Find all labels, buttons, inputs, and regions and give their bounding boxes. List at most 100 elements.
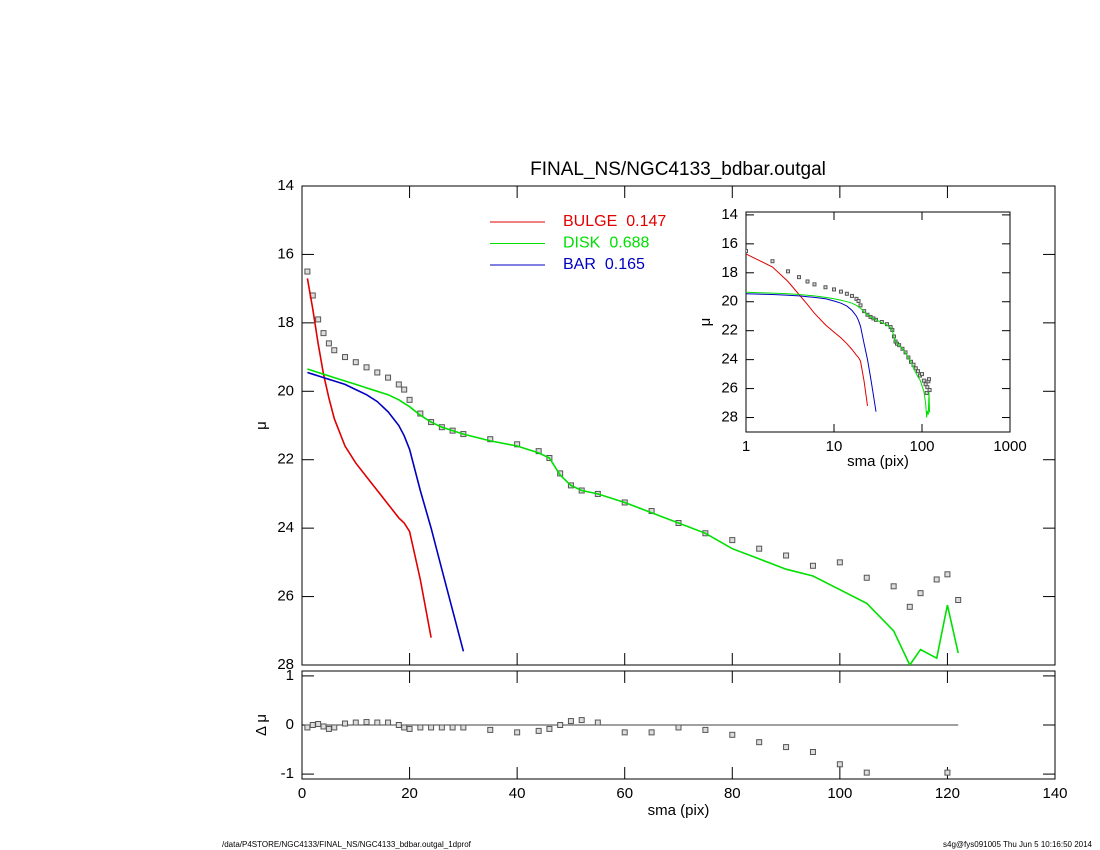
data-point [890,583,897,590]
x-tick-label: 1 [742,438,750,455]
residual-point [756,739,763,746]
data-point [836,559,843,566]
residual-point [621,729,628,736]
residual-point [514,729,521,736]
y-tick-label: 24 [721,351,738,368]
data-point [906,603,913,610]
legend-label: DISK 0.688 [563,235,649,252]
y-tick-label: 20 [721,293,738,310]
x-tick-label: 80 [724,785,741,802]
x-tick-label: 60 [616,785,633,802]
data-point [933,576,940,583]
model-line [306,278,432,638]
y-tick-label: 16 [721,235,738,252]
residual-point [578,717,585,724]
data-point [838,289,843,294]
model-line [307,368,959,665]
model-line [746,291,931,418]
data-point [395,381,402,388]
legend-fraction: 0.165 [605,256,645,273]
x-axis-label: sma (pix) [847,453,909,470]
footer-path: /data/P4STORE/NGC4133/FINAL_NS/NGC4133_b… [222,840,472,849]
plot-frame [745,211,1011,433]
residual-point [309,722,316,728]
residual-point [535,727,542,734]
residual-point [352,719,359,726]
legend-label: BAR 0.165 [563,256,645,273]
data-point [913,366,918,371]
y-tick-label: 24 [277,519,294,536]
x-tick-label: 1000 [993,438,1026,455]
residual-point [648,729,655,736]
residual-point [374,719,381,726]
x-tick-label: 120 [935,785,960,802]
data-point [331,347,338,354]
residual-point [438,724,445,731]
residual-point [594,719,601,726]
data-point [325,340,332,347]
legend-fraction: 0.688 [609,235,649,252]
residual-point [557,722,564,728]
model-line [746,253,868,406]
residual-point [401,724,408,731]
residual-point [702,726,709,733]
data-point [770,259,775,264]
data-point [849,293,854,298]
chart-title: FINAL_NS/NGC4133_bdbar.outgal [530,159,826,180]
x-tick-label: 0 [298,785,306,802]
legend-name: DISK [563,235,601,252]
plot-frame [301,185,1056,666]
data-point [854,296,859,301]
x-tick-label: 100 [909,438,934,455]
data-point [746,249,748,254]
residual-point [487,726,494,733]
residual-point [417,724,424,731]
y-tick-label: 18 [277,314,294,331]
model-line [307,371,465,652]
y-tick-label: 28 [721,408,738,425]
data-point [304,268,311,275]
legend-name: BULGE [563,213,617,230]
data-point [844,291,849,296]
y-tick-label: 26 [721,380,738,397]
residual-point [395,722,402,728]
data-point [315,316,322,323]
x-tick-label: 40 [509,785,526,802]
y-tick-label: 20 [277,382,294,399]
data-point [783,552,790,559]
model-line [746,293,877,412]
y-axis-label: μ [697,318,714,327]
residual-point [385,719,392,726]
data-point [756,545,763,552]
data-point [406,396,413,403]
data-point [729,537,736,544]
data-point [796,275,801,280]
data-point [320,330,327,337]
data-point [927,388,932,393]
data-point [374,369,381,376]
residual-point [460,724,467,731]
data-point [385,374,392,381]
legend-fraction: 0.147 [626,213,666,230]
residual-point [729,731,736,738]
legend-label: BULGE 0.147 [563,213,666,230]
data-point [363,364,370,371]
data-point [863,574,870,581]
data-point [858,303,863,308]
residual-point [783,744,790,751]
data-point [955,596,962,603]
residual-point [546,725,553,732]
y-tick-label: 1 [286,667,294,684]
y-tick-label: 0 [286,716,294,733]
y-tick-label: 18 [721,264,738,281]
residual-point [428,724,435,731]
y-tick-label: -1 [281,765,294,782]
data-point [926,377,931,382]
residual-point [944,769,951,776]
residual-point [406,725,413,732]
y-tick-label: 28 [277,656,294,673]
data-point [944,571,951,578]
residual-point [675,724,682,731]
y-tick-label: 22 [277,451,294,468]
